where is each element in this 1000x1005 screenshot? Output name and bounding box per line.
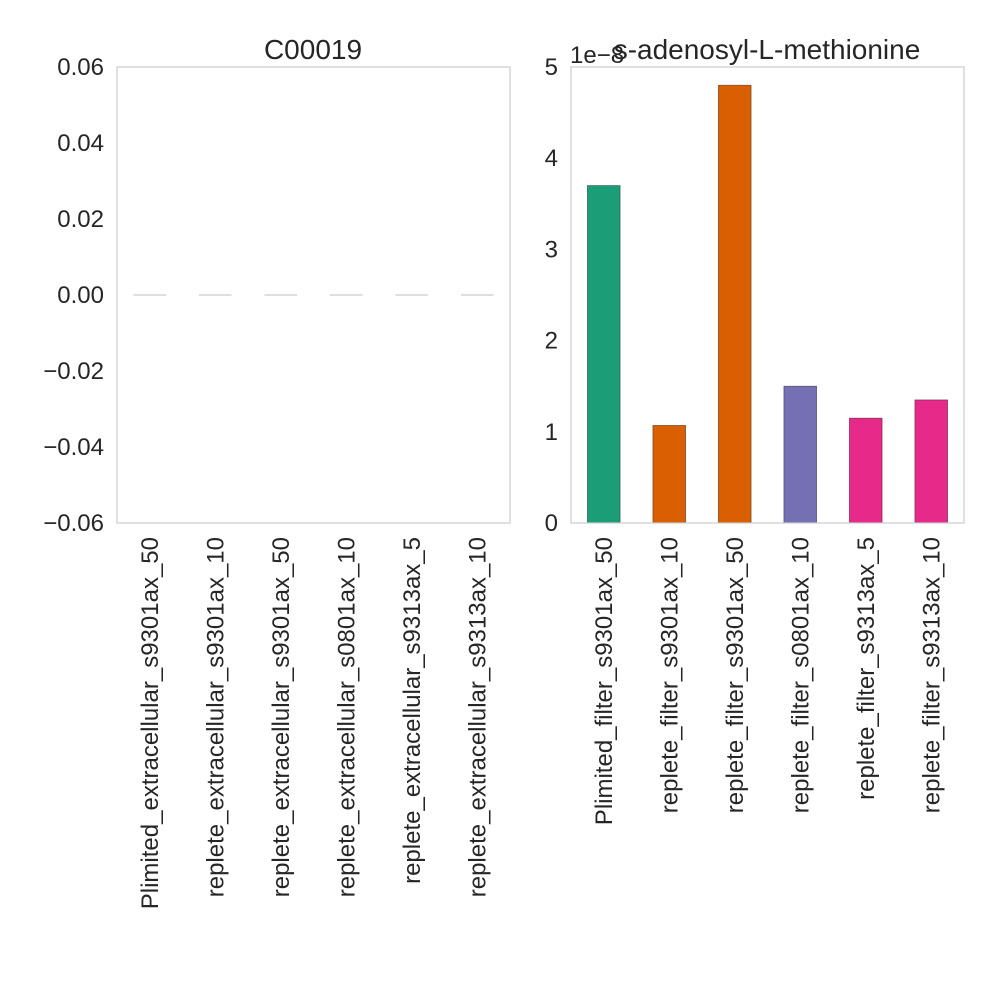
y-axis-offset-label: 1e−8 [570,42,624,69]
x-tick-labels: Plimited_extracellular_s9301ax_50 replete… [137,537,492,909]
x-tick-label: replete_filter_s0801ax_10 [787,537,814,813]
plot-frame [116,66,511,524]
x-tick-label: replete_extracellular_s9313ax_5 [399,537,426,884]
x-tick-labels: Plimited_filter_s9301ax_50 replete_filter… [591,537,946,825]
bar [717,84,752,524]
y-tick-label: −0.04 [43,434,104,461]
x-tick-label: replete_extracellular_s9313ax_10 [464,537,491,897]
y-tick-label: 4 [545,145,558,172]
x-tick-label: replete_extracellular_s0801ax_10 [333,537,360,897]
bar [652,425,687,524]
x-tick-label: replete_extracellular_s9301ax_10 [202,537,229,897]
x-tick-label: replete_filter_s9301ax_10 [656,537,683,813]
y-tick-label: 0.00 [57,282,104,309]
y-tick-label: 0 [545,510,558,537]
chart-title: C00019 [264,34,362,65]
plot-frame [570,66,965,524]
y-tick-label: −0.02 [43,358,104,385]
x-tick-label: replete_extracellular_s9301ax_50 [268,537,295,897]
bars [586,84,949,524]
x-tick-label: Plimited_filter_s9301ax_50 [591,537,618,825]
y-tick-label: 2 [545,328,558,355]
y-tick-label: 3 [545,236,558,263]
y-tick-labels: 0.06 0.04 0.02 0.00 −0.02 −0.04 −0.06 [43,54,104,537]
bar [586,185,621,524]
bar [848,417,883,524]
y-tick-label: 0.06 [57,54,104,81]
x-tick-label: replete_filter_s9313ax_5 [853,537,880,800]
y-tick-label: 0.04 [57,130,104,157]
y-tick-label: 5 [545,54,558,81]
bar [783,385,818,524]
y-tick-label: 0.02 [57,206,104,233]
y-tick-label: −0.06 [43,510,104,537]
chart-panel-sam: 5 4 3 2 1 0 Plimited_filter_s9301ax_50 replete… [545,34,965,825]
y-tick-label: 1 [545,419,558,446]
x-tick-label: replete_filter_s9301ax_50 [722,537,749,813]
chart-panel-c00019: C00019 0.06 0.04 0.02 0.00 −0.02 −0.04 −0.06 P… [43,34,511,909]
chart-title: s-adenosyl-L-methionine [614,34,921,65]
x-tick-label: Plimited_extracellular_s9301ax_50 [137,537,164,909]
bar [914,399,949,524]
y-tick-labels: 5 4 3 2 1 0 [545,54,558,537]
x-tick-label: replete_filter_s9313ax_10 [918,537,945,813]
